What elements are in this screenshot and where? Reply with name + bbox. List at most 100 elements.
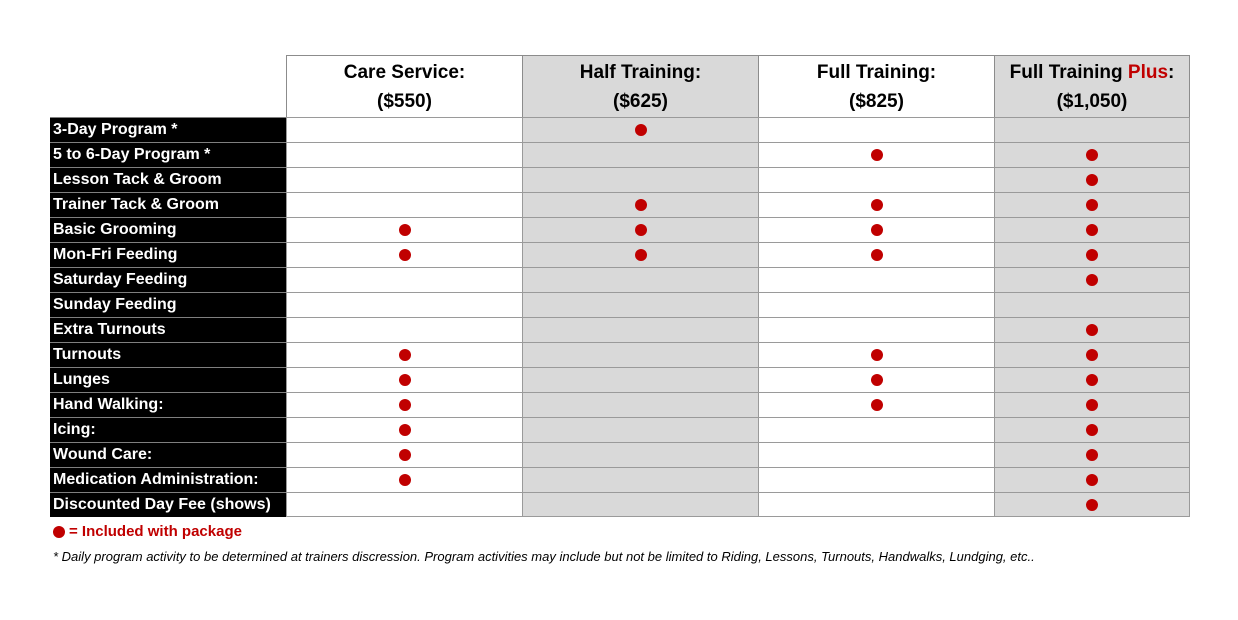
column-title: Care Service: xyxy=(343,61,466,83)
red-dot-icon xyxy=(1086,274,1098,286)
row-label: Icing: xyxy=(50,417,286,442)
table-cell xyxy=(522,117,758,142)
red-dot-icon xyxy=(634,224,647,236)
table-cell xyxy=(994,167,1190,192)
column-header-half-training: Half Training: ($625) xyxy=(522,55,758,117)
red-dot-icon xyxy=(1086,449,1098,461)
red-dot-icon xyxy=(1086,224,1098,236)
red-dot-icon xyxy=(1086,324,1098,336)
red-dot-icon xyxy=(398,449,411,461)
red-dot-icon xyxy=(398,374,411,386)
table-cell xyxy=(522,267,758,292)
table-cell xyxy=(994,292,1190,317)
table-cell xyxy=(286,142,522,167)
row-label: Extra Turnouts xyxy=(50,317,286,342)
table-cell xyxy=(522,467,758,492)
row-label: 3-Day Program * xyxy=(50,117,286,142)
table-cell xyxy=(994,117,1190,142)
table-cell xyxy=(758,442,994,467)
row-label: 5 to 6-Day Program * xyxy=(50,142,286,167)
table-cell xyxy=(994,242,1190,267)
table-cell xyxy=(758,117,994,142)
table-cell xyxy=(994,317,1190,342)
table-cell xyxy=(758,192,994,217)
table-cell xyxy=(522,217,758,242)
table-cell xyxy=(522,292,758,317)
table-cell xyxy=(286,117,522,142)
column-title: Full Training: xyxy=(816,61,937,83)
table-cell xyxy=(286,192,522,217)
column-header-full-training: Full Training: ($825) xyxy=(758,55,994,117)
red-dot-icon xyxy=(1086,498,1098,511)
red-dot-icon xyxy=(53,525,65,538)
table-cell xyxy=(286,367,522,392)
row-label: Medication Administration: xyxy=(50,467,286,492)
red-dot-icon xyxy=(398,224,411,236)
red-dot-icon xyxy=(870,224,883,236)
table-cell xyxy=(522,492,758,517)
red-dot-icon xyxy=(870,399,883,411)
table-cell xyxy=(522,417,758,442)
red-dot-icon xyxy=(1086,174,1098,186)
red-dot-icon xyxy=(1086,149,1098,161)
table-cell xyxy=(522,317,758,342)
red-dot-icon xyxy=(1086,474,1098,486)
table-cell xyxy=(286,267,522,292)
table-cell xyxy=(286,417,522,442)
table-cell xyxy=(522,192,758,217)
row-label: Hand Walking: xyxy=(50,392,286,417)
table-cell xyxy=(758,417,994,442)
column-price: ($1,050) xyxy=(1056,90,1128,112)
red-dot-icon xyxy=(1086,424,1098,436)
red-dot-icon xyxy=(398,424,411,436)
table-cell xyxy=(994,492,1190,517)
table-cell xyxy=(758,242,994,267)
red-dot-icon xyxy=(398,474,411,486)
table-cell xyxy=(758,467,994,492)
table-cell xyxy=(994,442,1190,467)
table-cell xyxy=(286,317,522,342)
row-label: Sunday Feeding xyxy=(50,292,286,317)
column-title: Full Training Plus: xyxy=(1009,61,1175,83)
row-label: Discounted Day Fee (shows) xyxy=(50,492,286,517)
table-cell xyxy=(522,442,758,467)
table-cell xyxy=(758,342,994,367)
table-cell xyxy=(994,467,1190,492)
row-label: Wound Care: xyxy=(50,442,286,467)
row-label: Trainer Tack & Groom xyxy=(50,192,286,217)
table-cell xyxy=(758,167,994,192)
table-cell xyxy=(758,392,994,417)
row-label: Lunges xyxy=(50,367,286,392)
table-cell xyxy=(522,367,758,392)
pricing-table: Care Service: ($550) Half Training: ($62… xyxy=(50,55,1190,517)
table-cell xyxy=(758,217,994,242)
column-price: ($825) xyxy=(849,90,904,112)
table-cell xyxy=(758,267,994,292)
table-cell xyxy=(286,167,522,192)
column-header-care-service: Care Service: ($550) xyxy=(286,55,522,117)
table-cell xyxy=(286,342,522,367)
table-cell xyxy=(286,392,522,417)
red-dot-icon xyxy=(870,349,883,361)
table-cell xyxy=(758,367,994,392)
table-cell xyxy=(994,217,1190,242)
red-dot-icon xyxy=(1086,399,1098,411)
row-label: Turnouts xyxy=(50,342,286,367)
table-cell xyxy=(286,242,522,267)
plus-highlight: Plus xyxy=(1127,61,1169,83)
table-cell xyxy=(994,367,1190,392)
table-cell xyxy=(994,342,1190,367)
red-dot-icon xyxy=(634,124,647,136)
table-cell xyxy=(758,492,994,517)
legend: = Included with package xyxy=(53,523,242,540)
red-dot-icon xyxy=(634,199,647,211)
red-dot-icon xyxy=(870,149,883,161)
red-dot-icon xyxy=(1086,349,1098,361)
row-label: Lesson Tack & Groom xyxy=(50,167,286,192)
red-dot-icon xyxy=(870,249,883,261)
table-cell xyxy=(522,142,758,167)
red-dot-icon xyxy=(634,249,647,261)
table-cell xyxy=(994,192,1190,217)
row-label: Saturday Feeding xyxy=(50,267,286,292)
red-dot-icon xyxy=(1086,374,1098,386)
